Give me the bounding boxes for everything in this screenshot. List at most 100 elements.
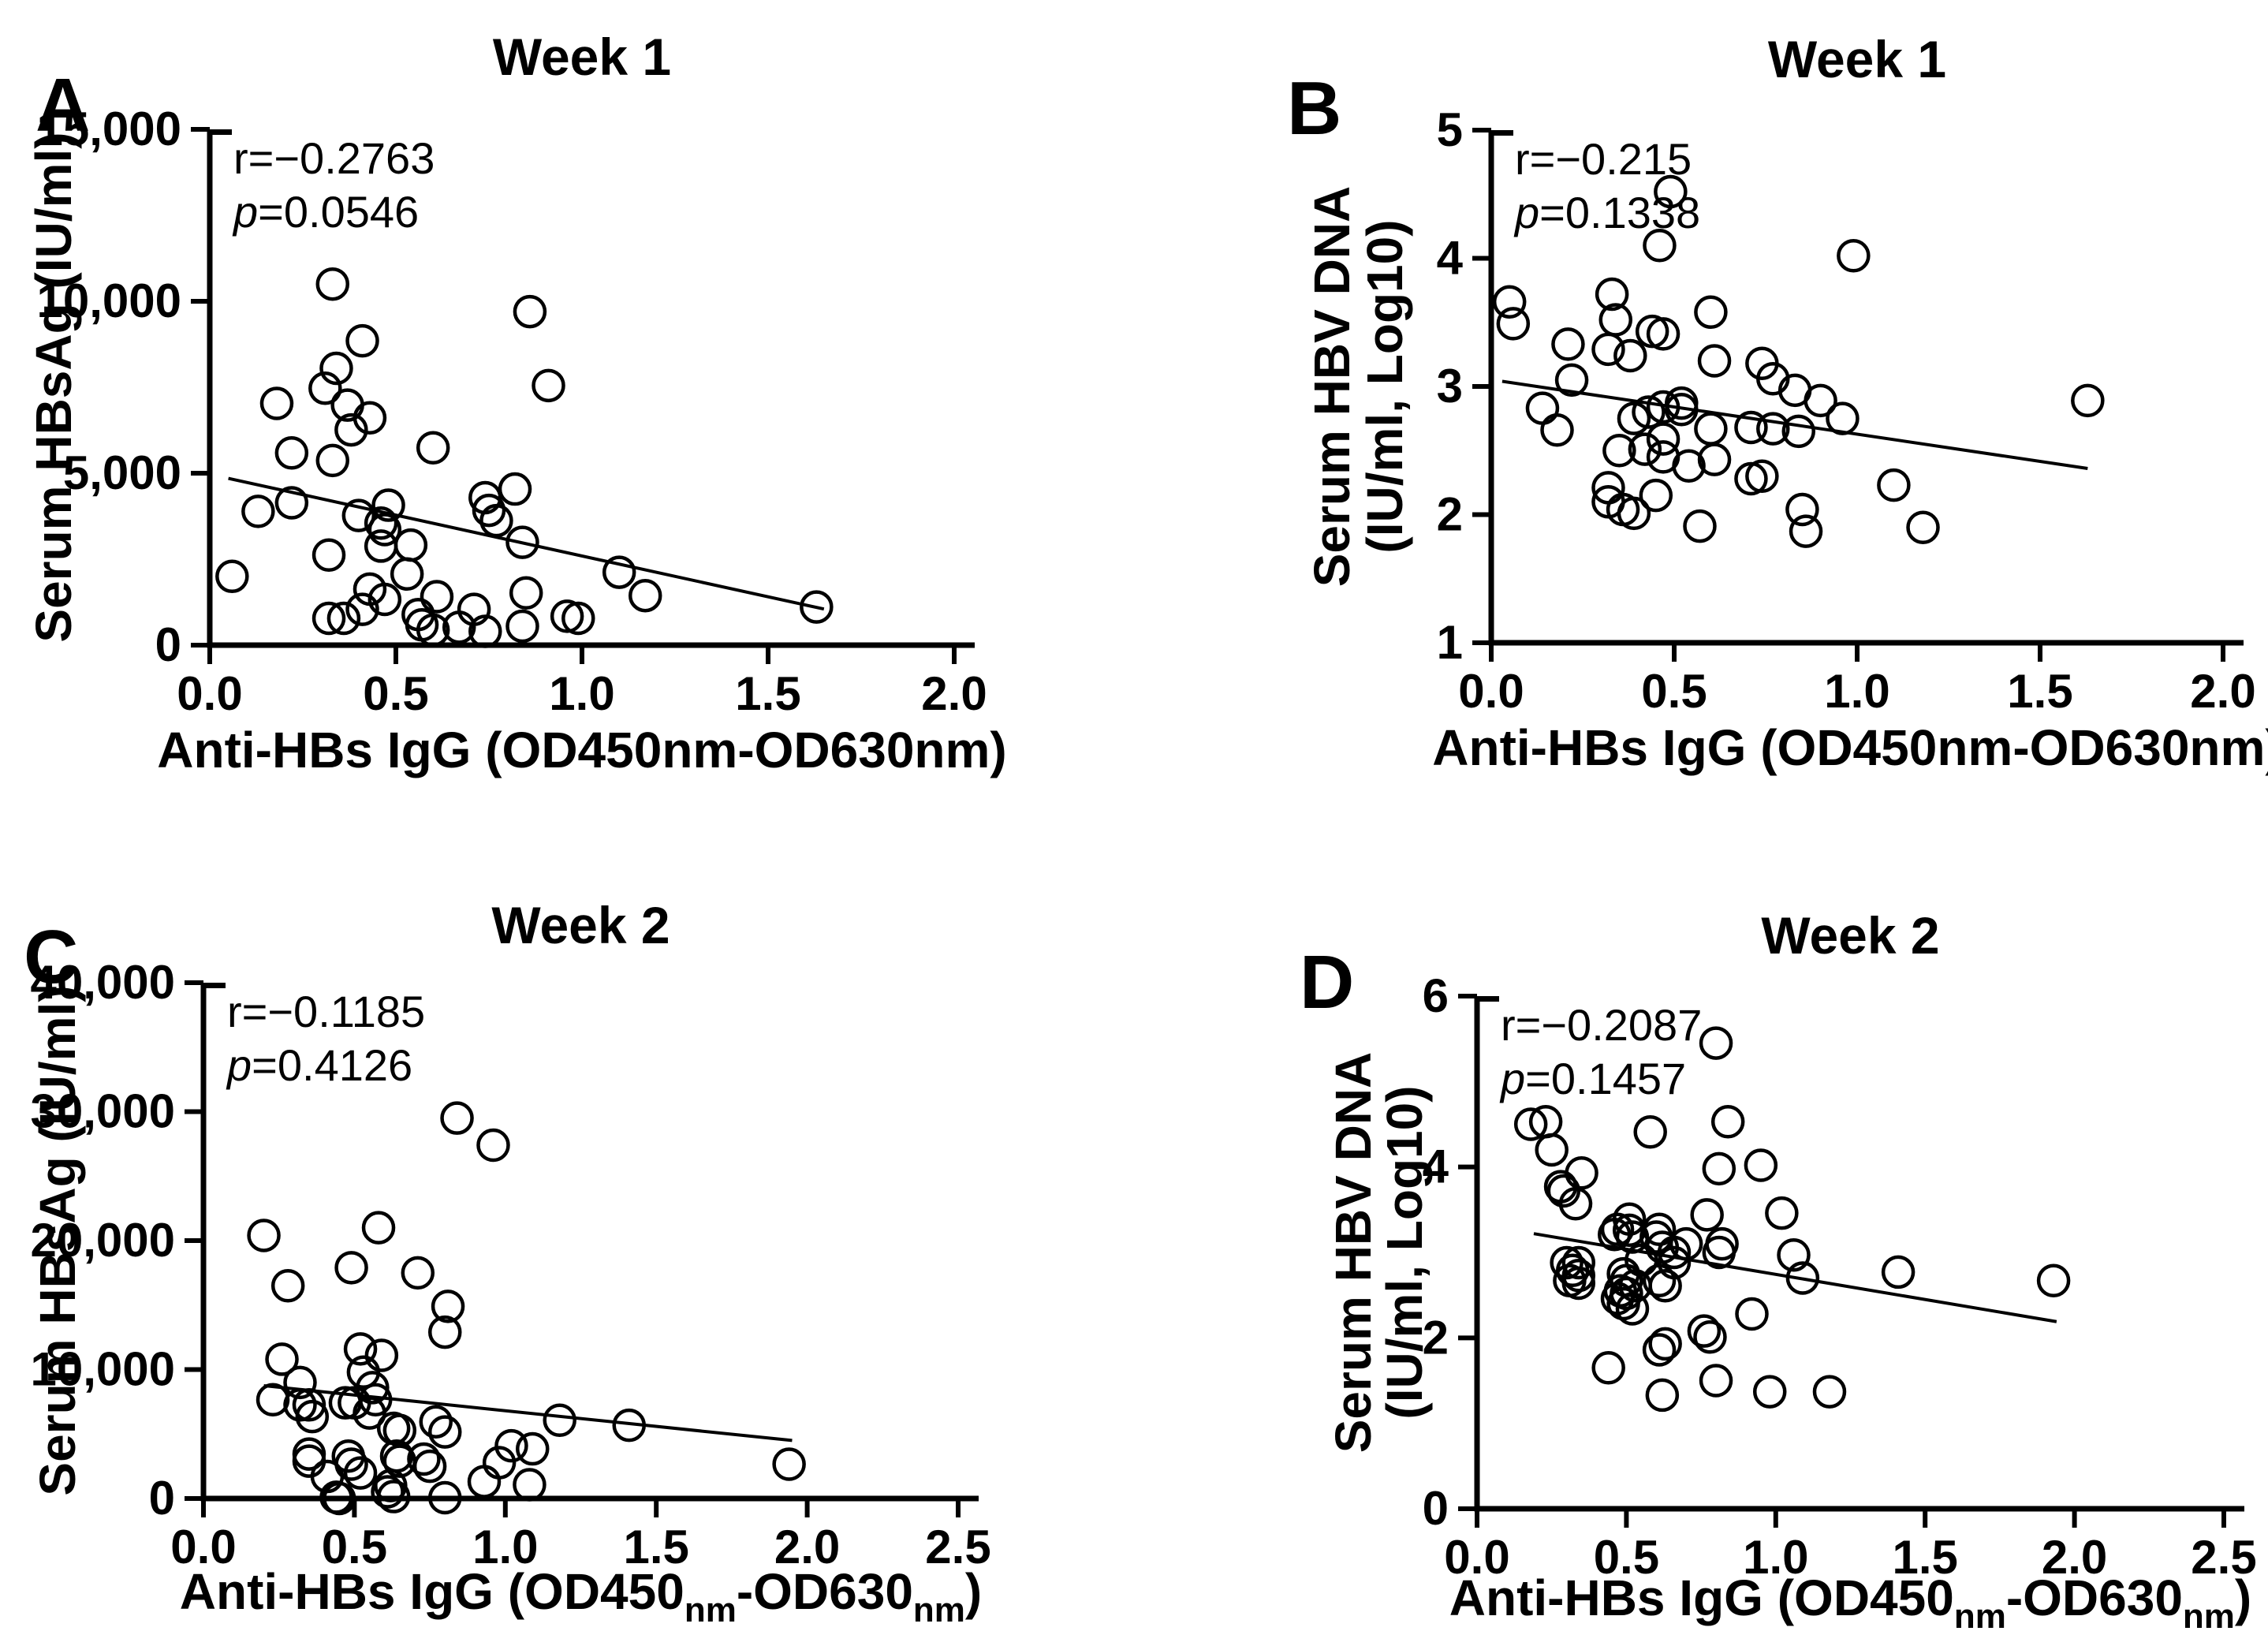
data-point bbox=[343, 1332, 378, 1366]
data-point bbox=[334, 1251, 368, 1285]
data-point bbox=[800, 590, 834, 624]
data-point bbox=[1699, 1026, 1733, 1060]
x-tick-label: 1.5 bbox=[2007, 665, 2072, 718]
data-point bbox=[509, 576, 543, 610]
x-tick-label: 1.5 bbox=[623, 1521, 688, 1573]
data-point bbox=[467, 1465, 502, 1499]
data-point bbox=[1642, 1333, 1677, 1367]
y-tick-label: 6 bbox=[1423, 969, 1449, 1022]
data-point bbox=[1669, 1226, 1703, 1261]
data-point bbox=[345, 323, 379, 358]
r-annotation: r=−0.2763 bbox=[233, 133, 435, 183]
x-tick-label: 0.5 bbox=[1641, 665, 1707, 718]
data-point bbox=[628, 578, 662, 613]
x-tick-label: 0.5 bbox=[363, 667, 428, 720]
data-point bbox=[1690, 1198, 1724, 1232]
data-point bbox=[353, 1396, 386, 1430]
x-tick-label: 1.0 bbox=[549, 667, 614, 720]
data-point bbox=[326, 601, 361, 636]
p-annotation: p=0.1457 bbox=[1499, 1054, 1686, 1103]
data-point bbox=[1554, 363, 1589, 397]
trend-line bbox=[1501, 379, 2088, 470]
data-point bbox=[1702, 1151, 1736, 1186]
data-point bbox=[364, 1338, 399, 1372]
x-tick-label: 1.0 bbox=[472, 1521, 538, 1573]
data-point bbox=[420, 580, 454, 614]
panel-letter-b: B bbox=[1287, 66, 1342, 151]
data-point bbox=[1665, 393, 1699, 427]
data-point bbox=[440, 1101, 474, 1135]
p-annotation: p=0.0546 bbox=[232, 187, 419, 237]
data-point bbox=[1826, 401, 1860, 435]
y-tick-label: 5,000 bbox=[63, 446, 181, 499]
data-point bbox=[1877, 468, 1911, 502]
data-point bbox=[1702, 1235, 1736, 1270]
data-point bbox=[1646, 390, 1680, 424]
data-point bbox=[1525, 391, 1560, 425]
x-axis-label: Anti-HBs IgG (OD450nm-OD630nm) bbox=[1432, 719, 2268, 776]
data-point bbox=[308, 371, 342, 405]
trend-line bbox=[228, 476, 825, 611]
data-point bbox=[283, 1388, 317, 1422]
chart-title: Week 2 bbox=[1761, 906, 1939, 965]
panel-b-chart: Week 1 1 2 3 4 5 0.0 0.5 1.0 1.5 2.0 r=−0.215p=0.13… bbox=[1304, 30, 2268, 776]
data-point bbox=[1785, 1261, 1820, 1295]
data-point bbox=[1617, 496, 1651, 531]
data-point bbox=[427, 1315, 462, 1349]
p-annotation: p=0.4126 bbox=[226, 1040, 412, 1090]
data-point bbox=[376, 1480, 411, 1513]
data-point bbox=[1744, 1148, 1778, 1182]
x-tick-label: 0.0 bbox=[1444, 1531, 1509, 1584]
data-point bbox=[315, 267, 350, 301]
y-axis-label: (IU/ml, Log10) bbox=[1376, 1085, 1433, 1419]
r-annotation: r=−0.2087 bbox=[1501, 1000, 1702, 1050]
x-tick-label: 0.5 bbox=[322, 1521, 387, 1573]
x-tick-label: 1.0 bbox=[1743, 1531, 1808, 1584]
data-point bbox=[274, 436, 309, 470]
data-point bbox=[1789, 514, 1823, 548]
data-point bbox=[1535, 1133, 1569, 1167]
y-tick-label: 4 bbox=[1423, 1140, 1449, 1193]
data-point bbox=[561, 601, 595, 636]
data-point bbox=[401, 1256, 435, 1290]
data-point bbox=[361, 1211, 396, 1245]
data-point bbox=[1642, 1263, 1677, 1297]
data-point bbox=[1665, 386, 1699, 420]
data-point bbox=[1632, 395, 1666, 429]
data-point bbox=[505, 525, 539, 559]
data-point bbox=[295, 1399, 330, 1434]
data-point bbox=[532, 368, 565, 403]
data-point bbox=[513, 294, 547, 329]
chart-title: Week 1 bbox=[1768, 30, 1946, 88]
data-point bbox=[367, 513, 402, 547]
x-tick-label: 2.0 bbox=[2042, 1531, 2107, 1584]
y-tick-label: 10,000 bbox=[36, 274, 181, 327]
y-axis-label: (IU/ml, Log10) bbox=[1356, 219, 1413, 553]
data-point bbox=[1654, 174, 1688, 209]
data-point bbox=[1591, 1351, 1625, 1385]
data-point bbox=[1492, 285, 1527, 319]
data-point bbox=[476, 1128, 510, 1163]
x-tick-label: 2.0 bbox=[921, 667, 987, 720]
data-point bbox=[1513, 1107, 1548, 1141]
x-tick-label: 0.5 bbox=[1594, 1531, 1659, 1584]
x-tick-label: 2.5 bbox=[925, 1521, 990, 1573]
data-point bbox=[412, 1449, 447, 1484]
data-point bbox=[427, 1480, 462, 1515]
data-point bbox=[513, 1468, 546, 1502]
data-point bbox=[1633, 1115, 1667, 1149]
y-axis-label: Serum HBV DNA bbox=[1304, 186, 1360, 588]
x-tick-label: 2.0 bbox=[774, 1521, 840, 1573]
data-point bbox=[394, 528, 428, 562]
data-point bbox=[2071, 383, 2105, 418]
data-point bbox=[1496, 307, 1531, 341]
data-point bbox=[1694, 412, 1728, 446]
data-point bbox=[323, 1481, 356, 1516]
data-point bbox=[1906, 510, 1940, 544]
data-point bbox=[407, 1442, 441, 1476]
chart-title: Week 1 bbox=[493, 28, 671, 86]
data-point bbox=[345, 592, 379, 626]
data-point bbox=[311, 538, 346, 573]
data-point bbox=[1699, 1364, 1733, 1398]
y-tick-label: 0 bbox=[155, 618, 181, 671]
